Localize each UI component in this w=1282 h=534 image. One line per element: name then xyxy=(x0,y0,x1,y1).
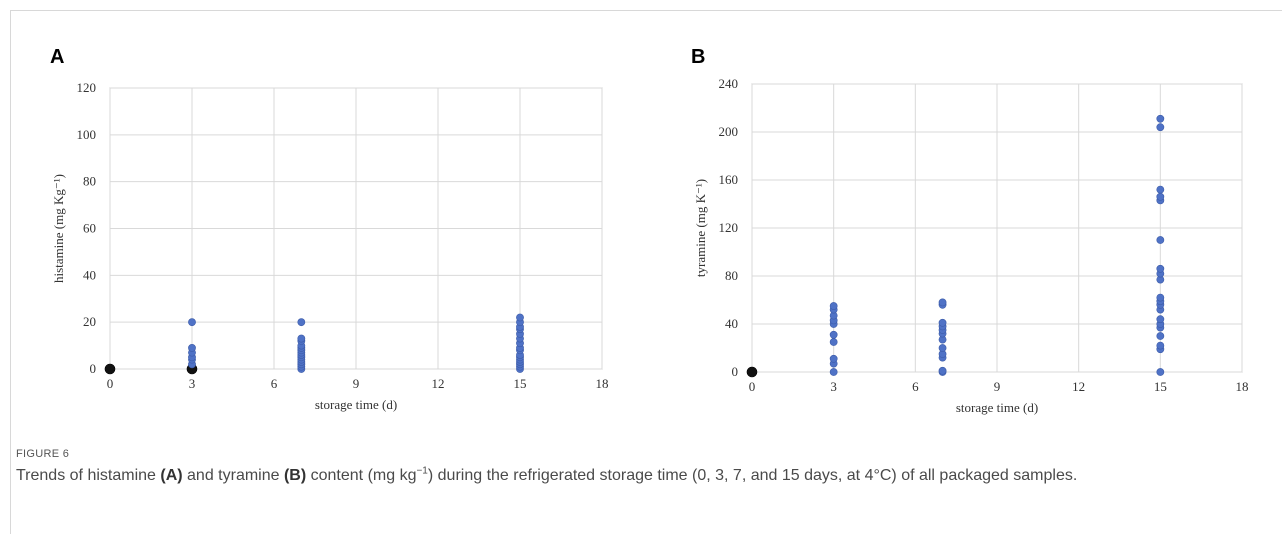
panel-a-ytick-label: 20 xyxy=(83,314,96,329)
figure-caption: FIGURE 6 Trends of histamine (A) and tyr… xyxy=(16,448,1256,487)
figure-label: FIGURE 6 xyxy=(16,448,70,460)
panel-b-xtick-label: 6 xyxy=(912,379,919,394)
panel-b-ytick-label: 80 xyxy=(725,268,738,283)
panel-b-xtick-label: 15 xyxy=(1154,379,1167,394)
panel-b-data-point xyxy=(1156,185,1165,194)
panel-b-data-point xyxy=(1156,368,1165,376)
panel-b-ytick-label: 40 xyxy=(725,316,738,331)
panel-a-data-point xyxy=(297,318,306,327)
panel-b-ytick-label: 0 xyxy=(732,364,739,379)
panel-a-ytick-label: 80 xyxy=(83,174,96,189)
panel-b-data-point xyxy=(1156,236,1165,244)
panel-a-data-point xyxy=(188,344,196,352)
panel-b-data-point xyxy=(1156,114,1165,123)
caption-text-3: content (mg kg xyxy=(306,467,417,484)
caption-panel-a-ref: (A) xyxy=(160,467,183,484)
caption-text-2: and tyramine xyxy=(182,467,284,484)
caption-panel-b-ref: (B) xyxy=(283,467,307,484)
figure-frame xyxy=(10,10,1282,534)
panel-b-data-point xyxy=(1156,293,1165,302)
panel-a-xtick-label: 0 xyxy=(107,376,114,391)
panel-b-data-point xyxy=(829,368,838,376)
panel-b-ytick-label: 120 xyxy=(719,220,739,235)
panel-a-xtick-label: 12 xyxy=(432,376,445,391)
panel-b-data-point xyxy=(1156,332,1165,340)
figure-caption-text: Trends of histamine (A) and tyramine (B)… xyxy=(16,464,1256,487)
panel-b-y-axis-title: tyramine (mg K⁻¹) xyxy=(693,179,708,277)
panel-a-data-point xyxy=(516,313,524,322)
panel-b-xtick-label: 0 xyxy=(749,379,756,394)
panel-a-xtick-label: 9 xyxy=(353,376,360,391)
caption-text-1: Trends of histamine xyxy=(16,467,161,484)
panel-b-xtick-label: 3 xyxy=(830,379,837,394)
panel-b-data-point xyxy=(938,344,947,352)
panel-a-chart: A 0 20 40 60 80 100 120 0 3 6 9 12 15 18 storage time … xyxy=(50,46,609,412)
panel-a-data-point xyxy=(104,363,116,375)
panel-a-xtick-label: 6 xyxy=(271,376,278,391)
caption-superscript: −1 xyxy=(416,465,428,477)
panel-a-ytick-label: 60 xyxy=(83,221,96,236)
panel-b-data-point xyxy=(938,318,947,327)
panel-a-ytick-label: 120 xyxy=(77,80,97,95)
panel-a-data-point xyxy=(297,334,306,343)
caption-text-4: ) during the refrigerated storage time (… xyxy=(427,467,1078,484)
panel-b-data-point xyxy=(746,366,758,378)
panel-b-data-point xyxy=(938,298,947,307)
panel-a-ytick-label: 0 xyxy=(90,361,97,376)
panel-b-data-point xyxy=(829,354,838,363)
panel-b-ytick-label: 200 xyxy=(719,124,739,139)
panel-a-xtick-label: 18 xyxy=(596,376,609,391)
panel-b-data-point xyxy=(829,302,838,310)
panel-b-data-point xyxy=(829,338,838,346)
panel-b-data-point xyxy=(1156,341,1165,350)
panel-a-y-axis-title: histamine (mg Kg⁻¹) xyxy=(51,174,66,283)
panel-b-data-point xyxy=(1156,264,1165,273)
panel-b-data-point xyxy=(1156,192,1165,201)
panel-b-data-point xyxy=(829,330,838,339)
panel-a-x-axis-title: storage time (d) xyxy=(315,397,397,412)
panel-a-xtick-label: 3 xyxy=(189,376,196,391)
panel-a-xtick-label: 15 xyxy=(514,376,527,391)
panel-a-letter: A xyxy=(50,46,64,68)
panel-a-ytick-label: 100 xyxy=(77,127,97,142)
panel-a-data-point xyxy=(188,318,196,327)
panel-b-ytick-label: 240 xyxy=(719,76,739,91)
panel-b-data-point xyxy=(1156,315,1165,324)
panel-b-data-point xyxy=(938,366,947,375)
panel-b-letter: B xyxy=(691,46,705,68)
panel-b-chart: B 0 40 80 120 160 200 240 0 3 6 9 12 15 18 storage tim… xyxy=(691,46,1249,415)
panel-b-xtick-label: 9 xyxy=(994,379,1001,394)
panel-b-x-axis-title: storage time (d) xyxy=(956,400,1038,415)
panel-b-data-point xyxy=(1156,123,1165,132)
panel-b-xtick-label: 12 xyxy=(1072,379,1085,394)
panel-b-ytick-label: 160 xyxy=(719,172,739,187)
panel-b-xtick-label: 18 xyxy=(1236,379,1249,394)
panel-a-ytick-label: 40 xyxy=(83,267,96,282)
